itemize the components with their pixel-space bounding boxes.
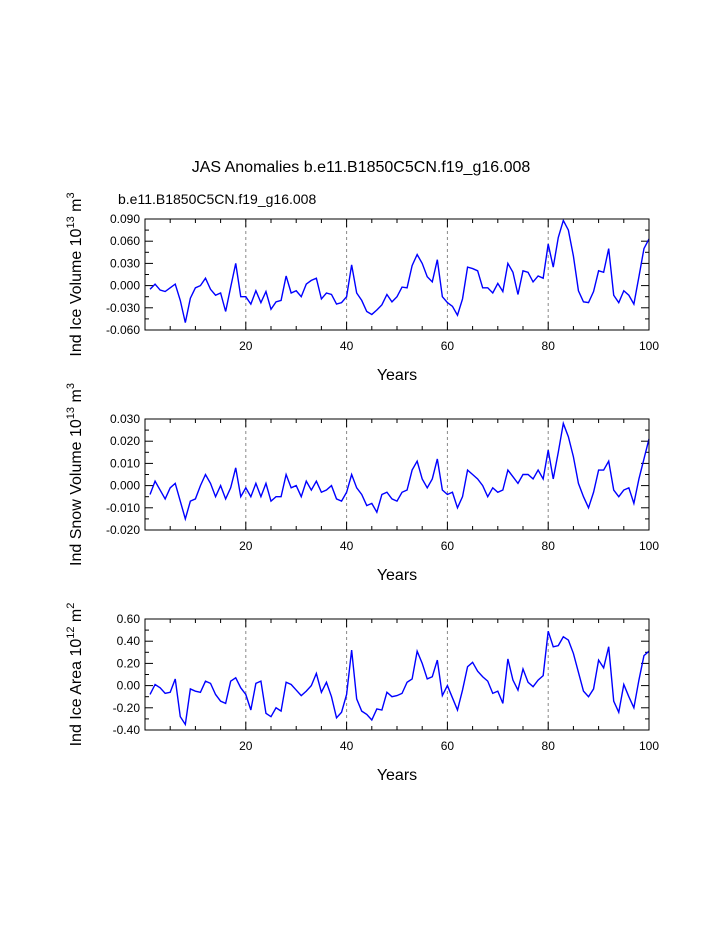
- x-tick-label: 20: [239, 339, 253, 353]
- x-tick-label: 20: [239, 739, 253, 753]
- y-axis-label: Ind Ice Area 1012 m2: [65, 603, 85, 747]
- y-label-exponent: 13: [65, 407, 77, 419]
- x-tick-label: 100: [639, 739, 659, 753]
- y-tick-label: 0.090: [110, 212, 140, 226]
- y-label-unit: m: [68, 199, 85, 217]
- x-axis-label: Years: [377, 367, 417, 384]
- y-label-exponent: 13: [65, 216, 77, 228]
- x-tick-label: 20: [239, 539, 253, 553]
- x-axis-label: Years: [377, 567, 417, 584]
- y-tick-label: -0.010: [106, 501, 140, 515]
- y-label-unit-exponent: 2: [65, 603, 77, 609]
- y-tick-label: 0.000: [110, 479, 140, 493]
- y-tick-label: 0.20: [117, 656, 141, 670]
- y-tick-label: 0.000: [110, 279, 140, 293]
- x-tick-label: 40: [340, 339, 354, 353]
- chart-title: JAS Anomalies b.e11.B1850C5CN.f19_g16.00…: [192, 159, 531, 176]
- y-axis-label: Ind Snow Volume 1013 m3: [65, 383, 85, 566]
- y-label-main: Ind Ice Area 10: [68, 639, 85, 747]
- x-tick-label: 40: [340, 739, 354, 753]
- chart-panel-1: 20 40 60 80 100 0.090 0.060 0.030 0.000 -0.030 -0.…: [65, 192, 659, 384]
- x-axis-label: Years: [377, 767, 417, 784]
- chart-panel-3: 20 40 60 80 100 0.60 0.40 0.20 0.00 -0.20 -0.40 Yea…: [65, 603, 659, 784]
- y-tick-label: 0.060: [110, 234, 140, 248]
- series-line: [149, 420, 650, 522]
- y-label-unit-exponent: 3: [65, 383, 77, 389]
- y-tick-label: -0.030: [106, 301, 140, 315]
- y-label-main: Ind Ice Volume 10: [68, 228, 85, 356]
- y-tick-label: 0.030: [110, 256, 140, 270]
- plot-frame: [144, 218, 650, 331]
- x-tick-label: 60: [441, 339, 455, 353]
- case-label: b.e11.B1850C5CN.f19_g16.008: [118, 191, 316, 207]
- x-tick-label: 100: [639, 339, 659, 353]
- plot-frame: [144, 618, 650, 731]
- y-label-main: Ind Snow Volume 10: [68, 419, 85, 566]
- y-tick-label: -0.40: [113, 723, 141, 737]
- y-tick-label: 0.030: [110, 412, 140, 426]
- y-label-unit: m: [68, 389, 85, 407]
- y-tick-label: 0.40: [117, 634, 141, 648]
- y-tick-label: 0.00: [117, 679, 141, 693]
- series-line: [149, 630, 650, 727]
- chart-panel-2: 20 40 60 80 100 0.030 0.020 0.010 0.000 -0.010 -0.…: [65, 383, 659, 584]
- x-tick-label: 80: [542, 739, 556, 753]
- y-tick-label: -0.20: [113, 701, 141, 715]
- x-tick-label: 60: [441, 539, 455, 553]
- y-label-unit: m: [68, 609, 85, 627]
- x-tick-label: 40: [340, 539, 354, 553]
- plot-frame: [144, 418, 650, 531]
- x-tick-label: 80: [542, 339, 556, 353]
- x-tick-label: 100: [639, 539, 659, 553]
- y-label-unit-exponent: 3: [65, 192, 77, 198]
- y-tick-label: 0.020: [110, 434, 140, 448]
- series-line: [149, 218, 650, 323]
- y-tick-label: -0.060: [106, 323, 140, 337]
- y-tick-label: 0.60: [117, 612, 141, 626]
- x-tick-label: 80: [542, 539, 556, 553]
- x-tick-label: 60: [441, 739, 455, 753]
- y-tick-label: -0.020: [106, 523, 140, 537]
- y-tick-label: 0.010: [110, 456, 140, 470]
- y-axis-label: Ind Ice Volume 1013 m3: [65, 192, 85, 356]
- chart-panels: 20 40 60 80 100 0.090 0.060 0.030 0.000 -0.030 -0.…: [65, 192, 659, 784]
- y-label-exponent: 12: [65, 627, 77, 639]
